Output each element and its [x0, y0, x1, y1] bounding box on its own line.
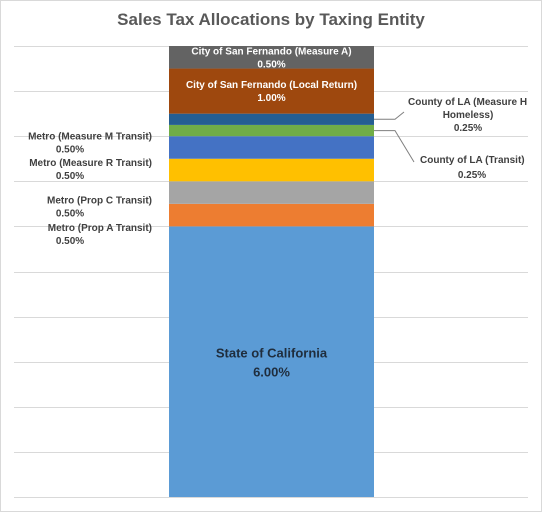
data-label: 0.50%	[56, 144, 84, 155]
data-label: Homeless)	[443, 110, 494, 121]
data-label: 0.25%	[458, 170, 486, 181]
data-label: 0.50%	[56, 236, 84, 247]
chart-title: Sales Tax Allocations by Taxing Entity	[117, 10, 425, 29]
bar-segment	[169, 136, 374, 159]
bar-segment	[169, 226, 374, 497]
data-label: 0.50%	[56, 171, 84, 182]
data-label: 0.50%	[257, 59, 285, 70]
leader-line	[374, 130, 415, 163]
data-label: Metro (Measure M Transit)	[28, 131, 152, 142]
data-label: 0.25%	[454, 123, 482, 134]
data-label: Metro (Prop C Transit)	[47, 196, 152, 207]
bar-segment	[169, 181, 374, 204]
data-label: 0.50%	[56, 209, 84, 220]
data-label: 6.00%	[253, 365, 290, 380]
bar-segment	[169, 46, 374, 69]
bar-segment	[169, 113, 374, 125]
data-label: County of LA (Transit)	[420, 155, 525, 166]
leader-line	[374, 111, 405, 120]
data-label: Metro (Measure R Transit)	[29, 158, 152, 169]
bar-segment	[169, 158, 374, 182]
bar-segment	[169, 203, 374, 227]
data-label: Metro (Prop A Transit)	[48, 223, 152, 234]
bar-segment	[169, 68, 374, 114]
data-label: State of California	[216, 346, 328, 361]
bar-segment	[169, 124, 374, 137]
data-label: City of San Fernando (Local Return)	[186, 80, 357, 91]
data-label: County of LA (Measure H	[408, 97, 527, 108]
data-label: City of San Fernando (Measure A)	[191, 46, 351, 57]
data-label: 1.00%	[257, 93, 285, 104]
